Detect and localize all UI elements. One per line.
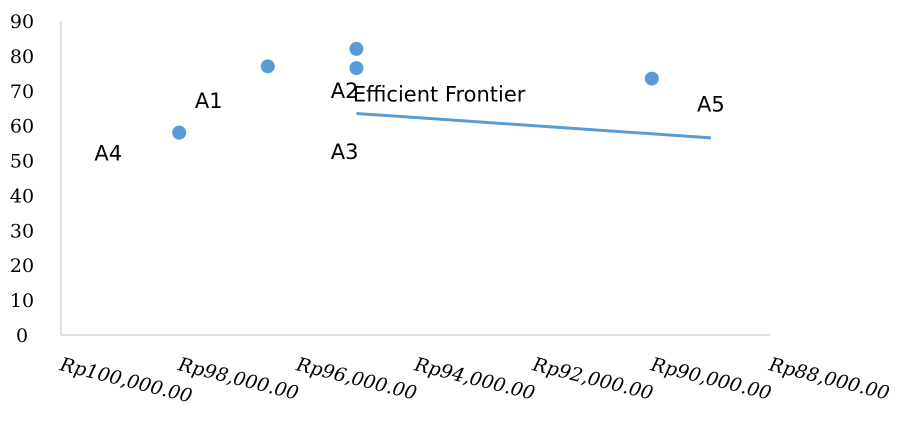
y-tick-label: 70 xyxy=(10,81,34,103)
point-label: A1 xyxy=(195,89,223,113)
y-tick-label: 0 xyxy=(16,325,28,347)
y-axis: 0 10 20 30 40 50 60 70 80 90 xyxy=(10,11,62,347)
data-point xyxy=(644,71,659,86)
x-axis: Rp100,000.00Rp98,000.00Rp96,000.00Rp94,0… xyxy=(57,334,892,408)
data-point xyxy=(349,61,364,76)
point-labels: A4 A1 A2 A3 A5 xyxy=(94,79,724,166)
y-tick-labels: 0 10 20 30 40 50 60 70 80 90 xyxy=(10,11,34,347)
x-tick-label: Rp100,000.00 xyxy=(57,353,195,407)
y-tick-label: 90 xyxy=(10,11,34,33)
y-tick-label: 20 xyxy=(10,255,34,277)
x-tick-label: Rp90,000.00 xyxy=(648,353,774,404)
y-tick-label: 50 xyxy=(10,151,34,173)
y-tick-label: 80 xyxy=(10,46,34,68)
x-tick-label: Rp92,000.00 xyxy=(529,353,655,404)
point-label: A2 xyxy=(331,79,359,103)
y-tick-label: 30 xyxy=(10,220,34,242)
point-label: A4 xyxy=(94,142,122,166)
x-tick-label: Rp98,000.00 xyxy=(175,353,301,404)
x-tick-label: Rp96,000.00 xyxy=(293,353,419,404)
x-tick-labels: Rp100,000.00Rp98,000.00Rp96,000.00Rp94,0… xyxy=(57,353,892,407)
y-tick-label: 60 xyxy=(10,116,34,138)
x-tick-label: Rp88,000.00 xyxy=(766,353,892,404)
point-label: A5 xyxy=(697,93,725,117)
efficient-frontier-line xyxy=(356,111,712,140)
x-tick-label: Rp94,000.00 xyxy=(411,353,537,404)
point-label: A3 xyxy=(331,140,359,164)
y-tick-label: 40 xyxy=(10,185,34,207)
data-point xyxy=(172,125,187,140)
frontier-line xyxy=(356,111,712,140)
data-point xyxy=(260,59,275,74)
annotation-efficient-frontier: Efficient Frontier xyxy=(353,82,526,106)
y-tick-label: 10 xyxy=(10,290,34,312)
data-point xyxy=(349,41,364,56)
data-points xyxy=(172,41,659,140)
annotations: Efficient Frontier xyxy=(353,82,526,106)
